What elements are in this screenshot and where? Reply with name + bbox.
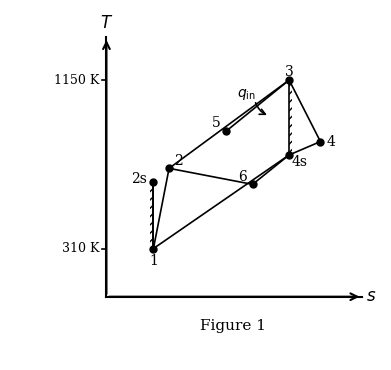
Bar [150,182,153,249]
Text: 5: 5 [212,117,221,130]
Text: Figure 1: Figure 1 [200,319,266,333]
Text: 1150 K: 1150 K [54,74,99,87]
Text: 1: 1 [149,253,158,268]
Text: $q_{\mathrm{in}}$: $q_{\mathrm{in}}$ [237,87,255,102]
Text: 310 K: 310 K [62,242,99,255]
Text: $T$: $T$ [100,15,113,32]
Text: $s$: $s$ [366,288,377,305]
Text: 2s: 2s [131,172,147,186]
Text: 6: 6 [238,170,247,184]
Text: 3: 3 [285,64,294,78]
Text: 2: 2 [174,154,183,168]
Text: 4s: 4s [292,155,308,169]
Text: 4: 4 [326,135,335,149]
Bar [289,80,292,155]
